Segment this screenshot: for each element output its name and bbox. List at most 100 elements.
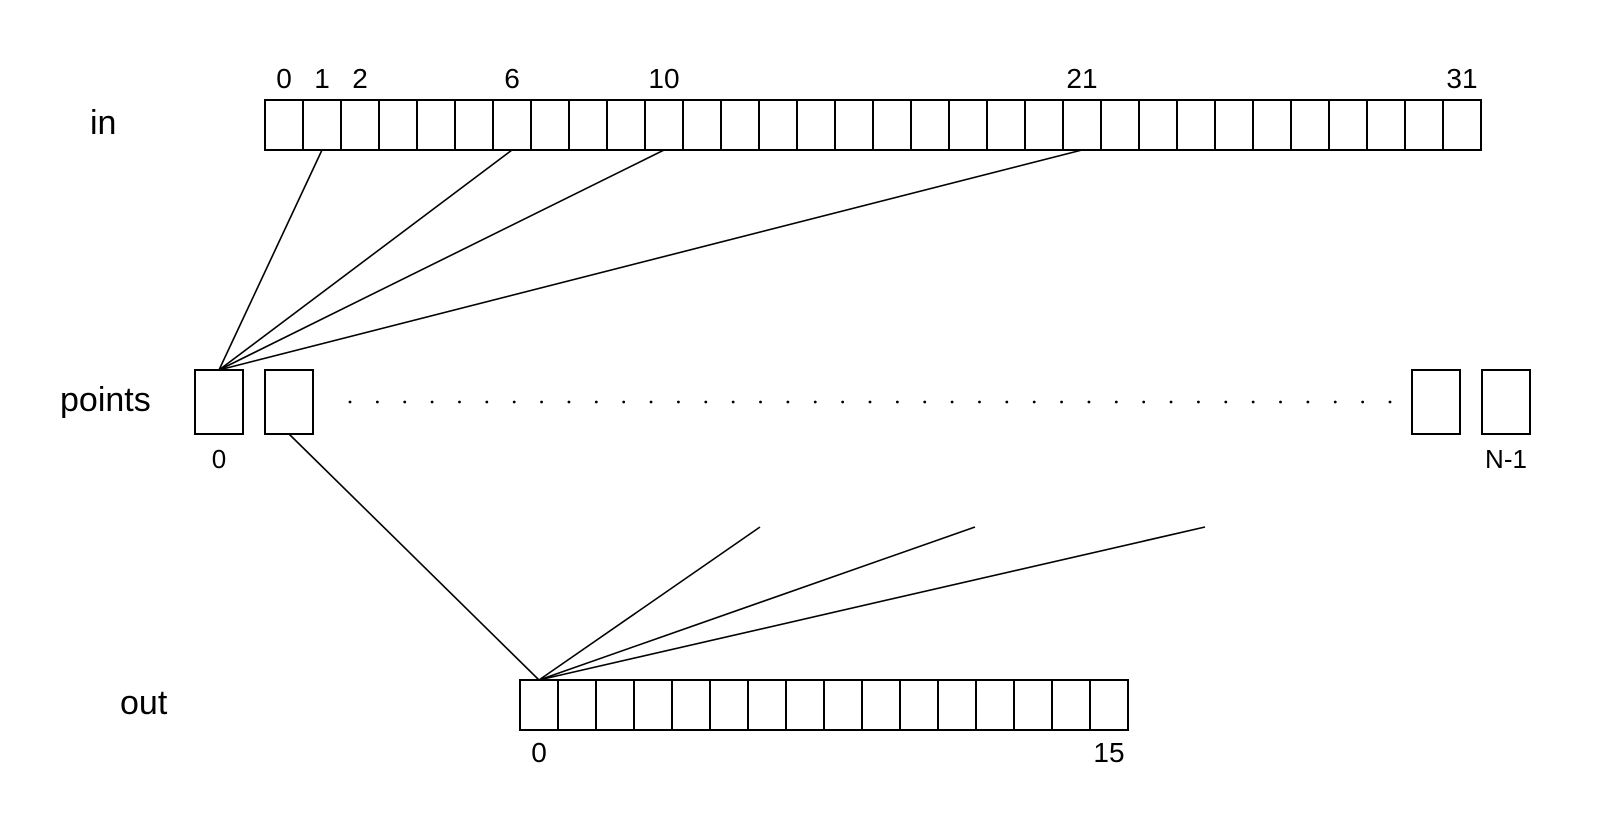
- edge-point1-to-out0: [539, 527, 975, 680]
- in-cell: [1139, 100, 1177, 150]
- points-index-nminus1: N-1: [1485, 444, 1527, 474]
- out-cell: [900, 680, 938, 730]
- edge-in-to-point0: [219, 150, 322, 370]
- in-cell: [645, 100, 683, 150]
- out-cell: [558, 680, 596, 730]
- row-label-out: out: [120, 684, 168, 722]
- out-cell: [748, 680, 786, 730]
- points-ellipsis-dot: [540, 401, 543, 404]
- points-ellipsis-dot: [1060, 401, 1063, 404]
- in-cell: [1215, 100, 1253, 150]
- points-ellipsis-dot: [513, 401, 516, 404]
- in-cell: [1367, 100, 1405, 150]
- out-tick-label: 0: [531, 737, 547, 768]
- in-cell: [569, 100, 607, 150]
- row-label-in: in: [90, 104, 116, 142]
- points-ellipsis-dot: [376, 401, 379, 404]
- points-ellipsis-dot: [1279, 401, 1282, 404]
- edge-point1-to-out0: [289, 434, 539, 680]
- in-cell: [1329, 100, 1367, 150]
- in-cell: [987, 100, 1025, 150]
- in-cell: [835, 100, 873, 150]
- points-ellipsis-dot: [732, 401, 735, 404]
- in-tick-label: 10: [648, 63, 679, 94]
- points-ellipsis-dot: [704, 401, 707, 404]
- points-ellipsis-dot: [1115, 401, 1118, 404]
- points-ellipsis-dot: [1389, 401, 1392, 404]
- edge-in-to-point0: [219, 150, 1082, 370]
- points-ellipsis-dot: [349, 401, 352, 404]
- points-ellipsis-dot: [951, 401, 954, 404]
- in-tick-label: 21: [1066, 63, 1097, 94]
- row-label-points: points: [60, 381, 151, 419]
- in-cell: [1177, 100, 1215, 150]
- edge-in-to-point0: [219, 150, 512, 370]
- points-ellipsis-dot: [1224, 401, 1227, 404]
- in-cell: [531, 100, 569, 150]
- out-cell: [824, 680, 862, 730]
- in-tick-label: 31: [1446, 63, 1477, 94]
- out-cell: [710, 680, 748, 730]
- points-box: [1482, 370, 1530, 434]
- out-cell: [1014, 680, 1052, 730]
- out-cell: [862, 680, 900, 730]
- in-cell: [759, 100, 797, 150]
- edge-in-to-point0: [219, 150, 664, 370]
- points-ellipsis-dot: [677, 401, 680, 404]
- points-ellipsis-dot: [431, 401, 434, 404]
- in-cell: [1405, 100, 1443, 150]
- in-tick-label: 0: [276, 63, 292, 94]
- points-ellipsis-dot: [568, 401, 571, 404]
- in-cell: [1025, 100, 1063, 150]
- points-ellipsis-dot: [595, 401, 598, 404]
- points-box: [265, 370, 313, 434]
- out-cell: [786, 680, 824, 730]
- in-cell: [379, 100, 417, 150]
- points-ellipsis-dot: [759, 401, 762, 404]
- in-cell: [493, 100, 531, 150]
- out-cell: [976, 680, 1014, 730]
- in-cell: [265, 100, 303, 150]
- points-ellipsis-dot: [978, 401, 981, 404]
- points-ellipsis-dot: [1088, 401, 1091, 404]
- points-ellipsis-dot: [622, 401, 625, 404]
- points-ellipsis-dot: [403, 401, 406, 404]
- points-ellipsis-dot: [458, 401, 461, 404]
- in-cell: [455, 100, 493, 150]
- out-cell: [1052, 680, 1090, 730]
- out-cell: [672, 680, 710, 730]
- points-ellipsis-dot: [1197, 401, 1200, 404]
- in-cell: [303, 100, 341, 150]
- in-cell: [341, 100, 379, 150]
- in-cell: [1253, 100, 1291, 150]
- in-tick-label: 6: [504, 63, 520, 94]
- points-ellipsis-dot: [1033, 401, 1036, 404]
- points-ellipsis-dot: [1142, 401, 1145, 404]
- out-cell: [520, 680, 558, 730]
- in-cell: [1063, 100, 1101, 150]
- out-tick-label: 15: [1093, 737, 1124, 768]
- points-ellipsis-dot: [1334, 401, 1337, 404]
- points-box: [195, 370, 243, 434]
- points-ellipsis-dot: [786, 401, 789, 404]
- points-ellipsis-dot: [923, 401, 926, 404]
- points-ellipsis-dot: [1170, 401, 1173, 404]
- in-cell: [607, 100, 645, 150]
- points-ellipsis-dot: [896, 401, 899, 404]
- points-ellipsis-dot: [1252, 401, 1255, 404]
- out-cell: [938, 680, 976, 730]
- points-ellipsis-dot: [650, 401, 653, 404]
- points-ellipsis-dot: [1005, 401, 1008, 404]
- points-box: [1412, 370, 1460, 434]
- in-cell: [1291, 100, 1329, 150]
- in-cell: [683, 100, 721, 150]
- in-cell: [911, 100, 949, 150]
- edge-point1-to-out0: [539, 527, 1205, 680]
- out-cell: [1090, 680, 1128, 730]
- out-cell: [634, 680, 672, 730]
- in-cell: [873, 100, 911, 150]
- edge-point1-to-out0: [539, 527, 760, 680]
- in-cell: [721, 100, 759, 150]
- points-index-0: 0: [212, 444, 226, 474]
- out-cell: [596, 680, 634, 730]
